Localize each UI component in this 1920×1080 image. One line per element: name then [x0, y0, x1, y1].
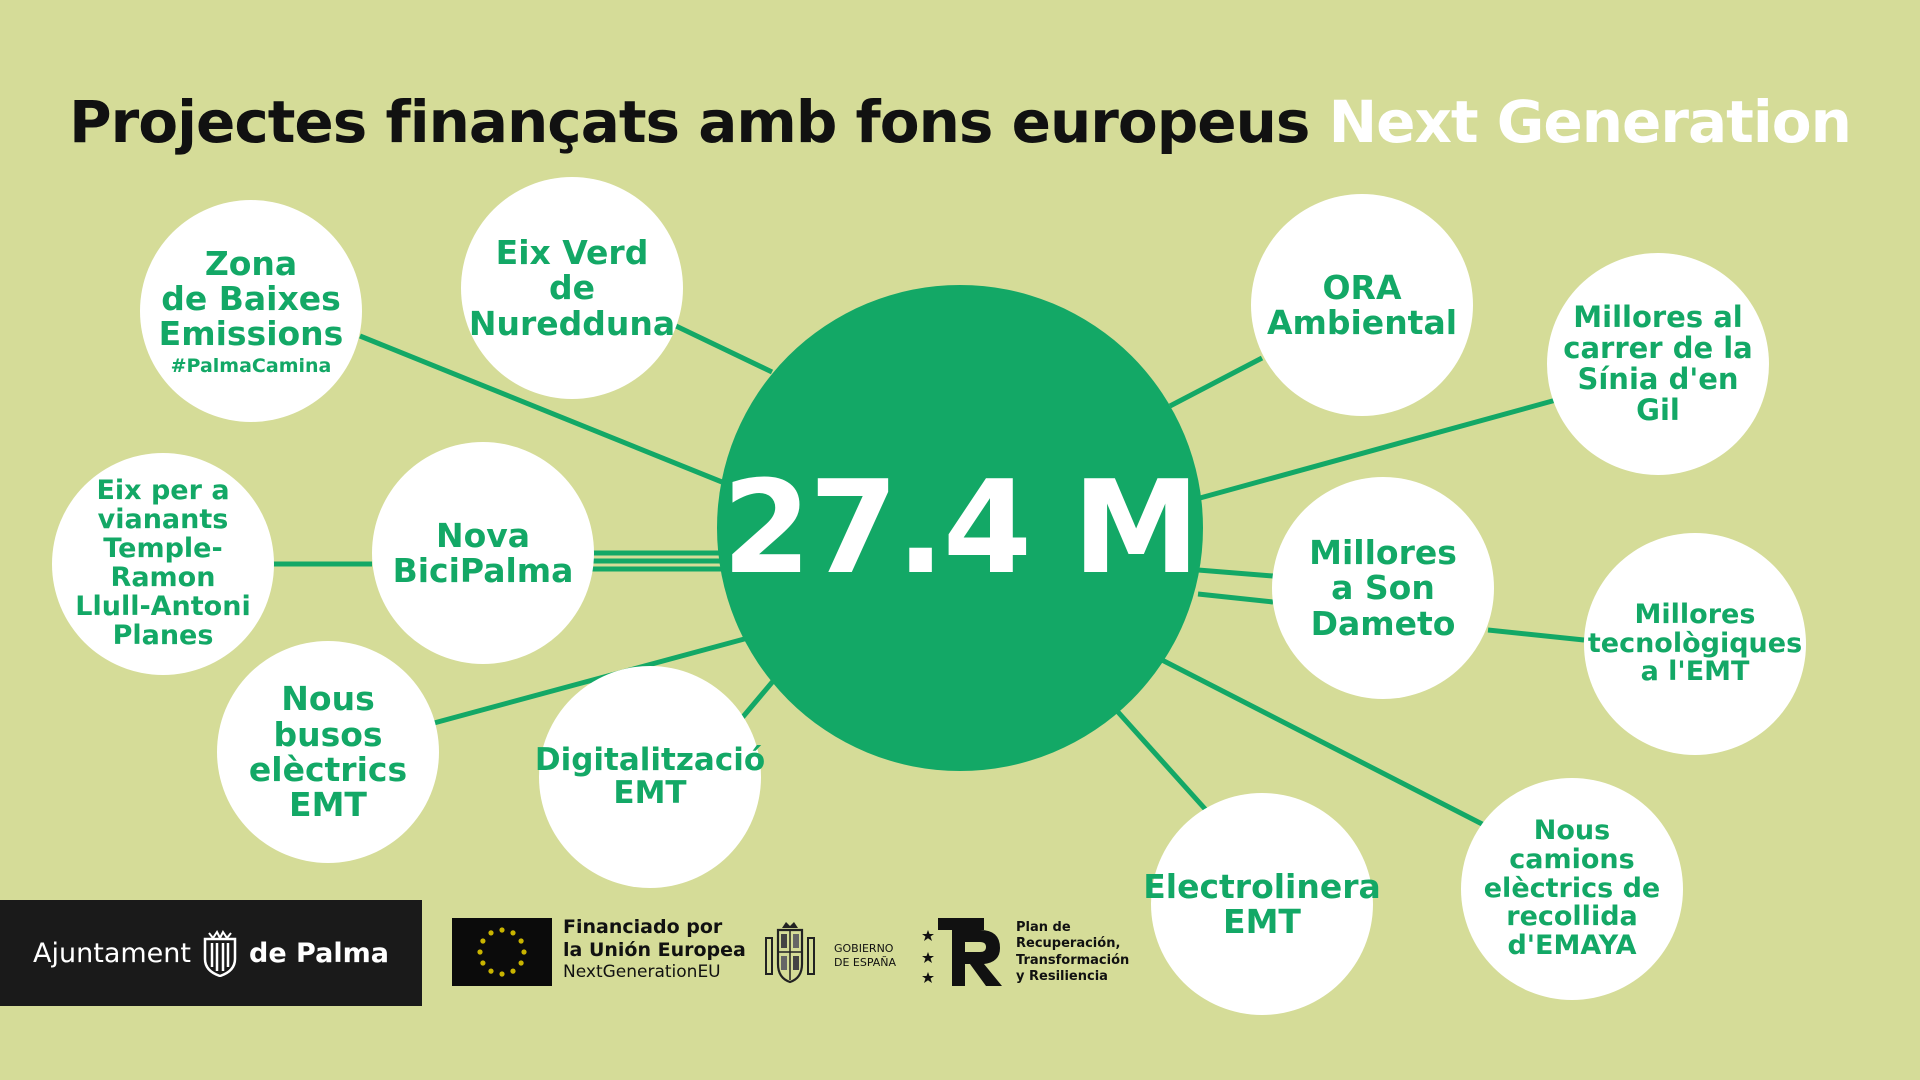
project-label-line: a Son [1331, 568, 1435, 608]
project-node: Nous camions elèctrics de recollida d'EMAYA [1461, 778, 1683, 1000]
project-node: Digitalització EMT [535, 666, 765, 888]
page-title: Projectes finançats amb fons europeus Ne… [0, 88, 1920, 156]
eu-flag-icon [452, 918, 552, 986]
connector-line [433, 635, 749, 726]
project-label-line: Temple-Ramon [103, 533, 223, 593]
project-node: Nova BiciPalma [372, 442, 594, 664]
eu-line-3: NextGenerationEU [563, 962, 721, 983]
connector-line [1197, 567, 1274, 579]
total-budget-value: 27.4 M [722, 453, 1200, 603]
eu-line-2: la Unión Europea [563, 939, 746, 962]
project-node: Eix Verd de Nuredduna [461, 177, 683, 399]
project-label-line: Nous camions [1509, 814, 1635, 875]
project-node: Millores a Son Dameto [1272, 477, 1494, 699]
project-node: Nous busos elèctrics EMT [217, 641, 439, 863]
project-label-line: Millores [1634, 598, 1756, 630]
ajuntament-right-text: de Palma [249, 937, 389, 969]
ajuntament-left-text: Ajuntament [33, 937, 191, 969]
connector-line [1168, 355, 1264, 409]
recovery-plan-logo-icon [922, 918, 1002, 986]
connector-line [674, 323, 774, 375]
project-label-line: tecnològiques [1587, 627, 1803, 659]
project-label-line: a l'EMT [1640, 656, 1750, 688]
project-label-line: Ambiental [1266, 303, 1458, 342]
gobierno-line-2: DE ESPAÑA [834, 956, 897, 970]
eu-funding-text: Financiado por la Unión Europea NextGene… [563, 916, 746, 983]
project-label-line: de Baixes [161, 279, 341, 319]
gobierno-espana-text: GOBIERNO DE ESPAÑA [834, 942, 896, 971]
project-label-line: elèctrics [248, 750, 408, 789]
project-label-line: Nuredduna [468, 303, 676, 343]
project-node: Millores al carrer de la Sínia d'en Gil [1547, 253, 1769, 475]
project-label-line: Emissions [158, 314, 344, 354]
project-label-line: EMT [1223, 902, 1301, 941]
project-label-line: recollida [1506, 901, 1638, 933]
project-label-line: carrer de la [1563, 330, 1753, 365]
palma-crest-icon [203, 930, 237, 977]
project-label-line: Eix per a [96, 475, 230, 507]
project-label-line: d'EMAYA [1507, 930, 1637, 962]
connector-line [1199, 397, 1557, 501]
project-label-line: Sínia d'en Gil [1577, 362, 1739, 428]
gobierno-line-1: GOBIERNO [834, 942, 894, 955]
project-label-line: Millores al [1573, 299, 1743, 334]
project-node: Zona de Baixes Emissions #PalmaCamina [140, 200, 362, 422]
project-label-line: Electrolinera [1143, 866, 1381, 906]
project-label-line: ORA [1322, 267, 1402, 307]
plan-line-4: y Resiliencia [1016, 968, 1108, 984]
project-label-line: EMT [613, 775, 687, 811]
recovery-plan-text: Plan de Recuperación, Transformación y R… [1016, 920, 1129, 985]
plan-line-2: Recuperación, [1016, 936, 1121, 952]
project-node: Millores tecnològiques a l'EMT [1584, 533, 1806, 755]
connector-line [1487, 627, 1585, 643]
project-label-line: Zona [204, 243, 298, 283]
project-label-line: BiciPalma [392, 551, 574, 590]
eu-line-1: Financiado por [563, 916, 723, 938]
project-node: Electrolinera EMT [1143, 793, 1381, 1015]
project-node: ORA Ambiental [1251, 194, 1473, 416]
total-budget-circle: 27.4 M [717, 285, 1203, 771]
project-label-line: Llull-Antoni [75, 590, 251, 622]
project-hashtag: #PalmaCamina [170, 354, 332, 377]
connector-line [1116, 710, 1208, 812]
project-label-line: elèctrics de [1483, 872, 1661, 904]
project-node: Eix per a vianants Temple-Ramon Llull-Anton… [52, 453, 274, 675]
spain-coat-of-arms-icon [765, 922, 815, 984]
project-label-line: Dameto [1310, 603, 1456, 643]
project-label-line: Millores [1309, 533, 1457, 573]
ajuntament-palma-logo: Ajuntament de Palma [0, 900, 422, 1006]
project-label-line: Nous busos [273, 679, 383, 754]
project-label-line: Planes [112, 619, 214, 651]
project-label-line: vianants [97, 504, 229, 536]
title-highlight: Next Generation [1328, 88, 1852, 156]
connector-line [1160, 657, 1488, 829]
plan-line-1: Plan de [1016, 920, 1071, 935]
project-label-line: Eix Verd de [495, 233, 649, 308]
project-label-line: Nova [435, 515, 531, 555]
plan-line-3: Transformación [1016, 952, 1130, 968]
project-label-line: Digitalització [534, 741, 766, 778]
title-main: Projectes finançats amb fons europeus [69, 88, 1310, 156]
connector-line [1197, 591, 1274, 605]
connector-line [359, 333, 723, 485]
connector-line [740, 678, 776, 720]
project-label-line: EMT [289, 785, 367, 825]
